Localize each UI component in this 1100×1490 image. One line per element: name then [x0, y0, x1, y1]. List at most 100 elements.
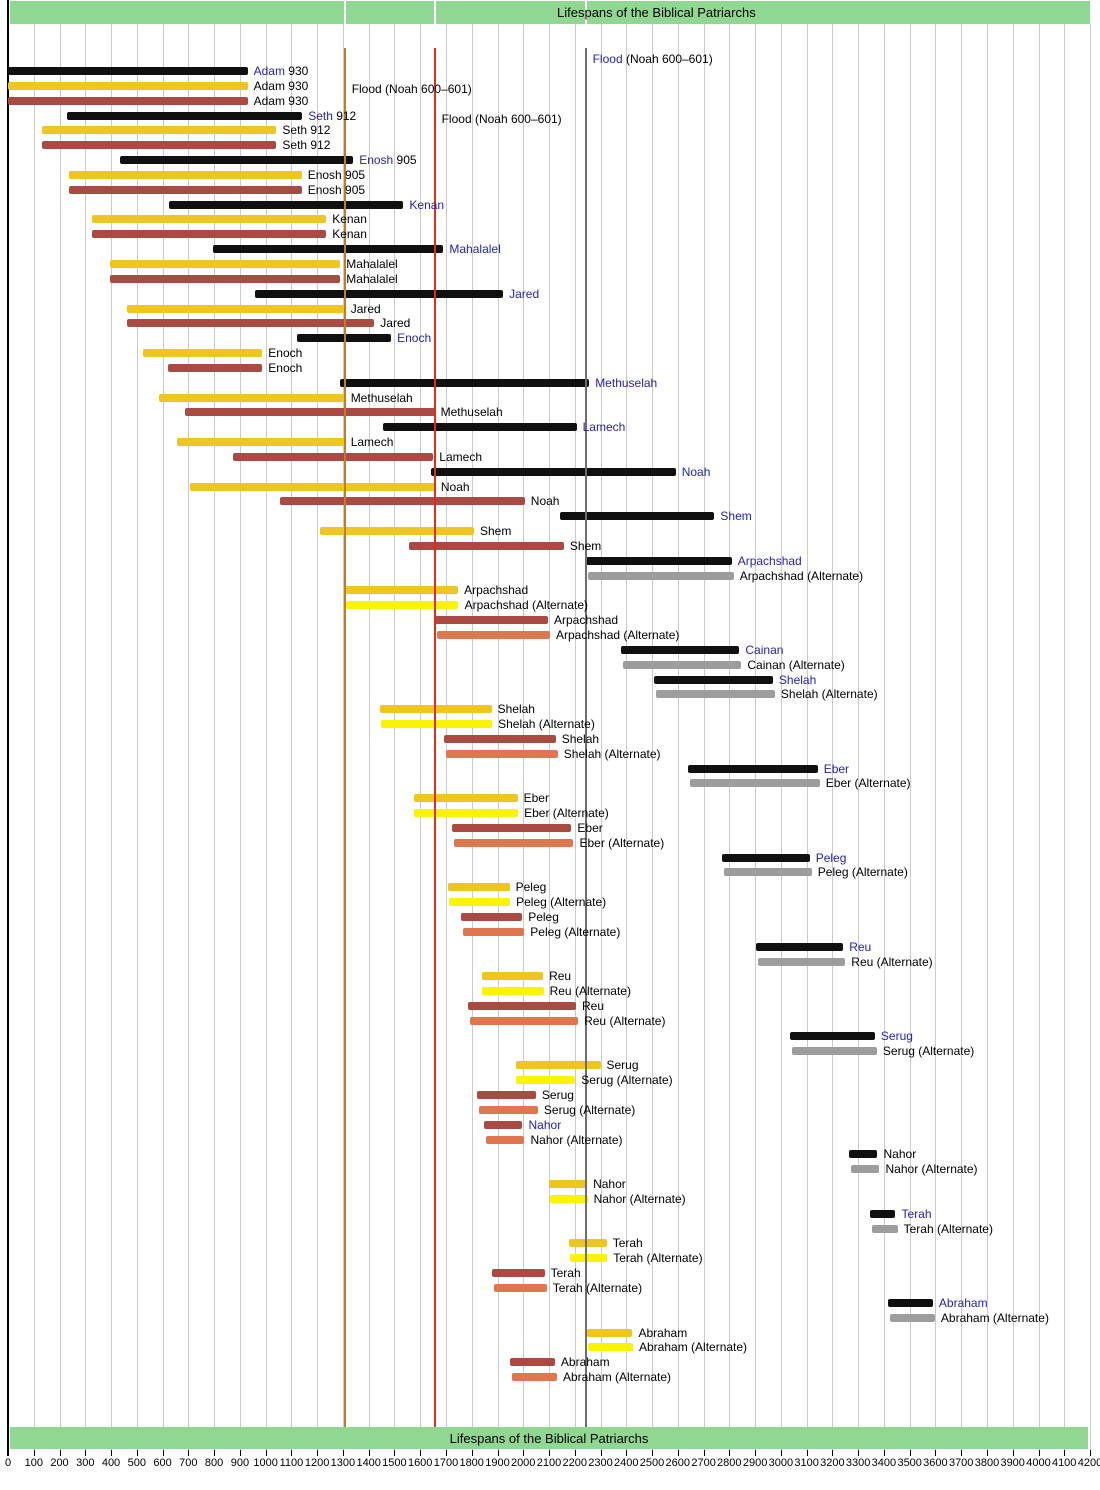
- bar-label: Nahor (Alternate): [530, 1132, 623, 1147]
- gridline: [111, 24, 112, 1450]
- axis-tick: [832, 1450, 834, 1456]
- axis-tick-label: 2400: [614, 1457, 639, 1469]
- patriarch-link[interactable]: Cainan: [745, 642, 784, 657]
- bar-label: Mahalalel: [449, 242, 500, 256]
- bar-label: Mahalalel: [346, 271, 398, 286]
- axis-tick: [111, 1450, 112, 1456]
- gridline: [600, 24, 602, 1450]
- axis-tick: [600, 1450, 602, 1456]
- patriarch-link[interactable]: Enoch: [397, 331, 432, 346]
- patriarch-link[interactable]: Nahor: [528, 1117, 562, 1132]
- patriarch-link[interactable]: Eber: [823, 761, 850, 776]
- axis-tick-label: 2700: [691, 1457, 716, 1469]
- axis-tick-label: 4200: [1077, 1457, 1100, 1469]
- patriarch-link[interactable]: Methuselah: [595, 375, 658, 390]
- gridline: [935, 24, 937, 1450]
- lifespan-bar: [486, 1135, 525, 1144]
- axis-tick: [677, 1450, 679, 1456]
- bar-label: Enoch: [268, 360, 303, 375]
- patriarch-link[interactable]: Mahalalel: [449, 242, 501, 257]
- flood-line: [584, 48, 587, 1427]
- bar-label: Eber (Alternate): [524, 806, 609, 820]
- gridline: [806, 24, 808, 1450]
- bar-label: Enoch: [397, 331, 431, 345]
- patriarch-link[interactable]: Terah: [901, 1206, 932, 1221]
- axis-tick: [961, 1450, 963, 1456]
- axis-tick-label: 900: [230, 1457, 250, 1469]
- flood-annotation: Flood (Noah 600–601): [592, 52, 713, 66]
- bar-label: Eber (Alternate): [825, 776, 911, 791]
- bar-label: Arpachshad: [464, 583, 529, 598]
- patriarch-link[interactable]: Flood: [592, 52, 623, 66]
- axis-tick-label: 700: [179, 1457, 198, 1469]
- gridline: [703, 24, 705, 1450]
- bar-label: Peleg: [528, 909, 559, 924]
- axis-tick: [806, 1450, 808, 1456]
- gridline: [652, 24, 653, 1450]
- chart-title-bottom: Lifespans of the Biblical Patriarchs: [449, 1430, 649, 1446]
- lifespan-bar: [478, 1105, 538, 1114]
- bar-label: Seth 912: [282, 138, 331, 153]
- lifespan-bar: [511, 1373, 557, 1381]
- axis-tick-label: 1200: [304, 1457, 330, 1469]
- axis-tick: [394, 1450, 396, 1456]
- patriarch-link[interactable]: Noah: [681, 464, 711, 479]
- patriarch-link[interactable]: Abraham: [938, 1295, 988, 1310]
- lifespan-bar: [413, 794, 518, 803]
- axis-tick-label: 200: [50, 1457, 69, 1469]
- bar-label: Arpachshad (Alternate): [556, 628, 680, 642]
- patriarch-link[interactable]: Enosh: [359, 153, 394, 167]
- patriarch-link[interactable]: Reu: [849, 939, 872, 954]
- lifespan-bar: [755, 942, 844, 951]
- patriarch-link[interactable]: Shem: [720, 509, 752, 524]
- lifespan-bar: [851, 1165, 880, 1174]
- axis-tick-label: 3000: [768, 1457, 794, 1469]
- axis-tick: [626, 1450, 628, 1456]
- patriarch-link[interactable]: Arpachshad: [737, 553, 802, 568]
- axis-tick: [446, 1450, 447, 1456]
- patriarch-link[interactable]: Seth: [308, 108, 333, 123]
- patriarch-link[interactable]: Kenan: [409, 197, 445, 212]
- plot-left-border: [7, 0, 9, 1456]
- lifespan-bar: [549, 1180, 588, 1189]
- gridline: [33, 24, 35, 1450]
- axis-tick: [420, 1450, 422, 1456]
- lifespan-bar: [431, 467, 676, 476]
- axis-tick-label: 1600: [407, 1457, 433, 1469]
- patriarch-link[interactable]: Adam: [253, 64, 285, 78]
- lifespan-bar: [8, 96, 248, 105]
- patriarch-link[interactable]: Peleg: [815, 850, 847, 865]
- lifespan-bar: [516, 1076, 576, 1085]
- lifespan-bar: [345, 586, 458, 595]
- bar-label: Shem: [720, 509, 751, 523]
- lifespan-bar: [869, 1209, 896, 1218]
- bar-label: Reu: [582, 999, 605, 1013]
- gridline: [780, 24, 782, 1450]
- axis-tick-label: 600: [153, 1457, 172, 1469]
- lifespan-bar: [8, 81, 248, 90]
- patriarch-link[interactable]: Shelah: [778, 672, 817, 687]
- axis-tick: [909, 1450, 911, 1456]
- bar-label: Shem: [480, 524, 512, 539]
- axis-tick: [780, 1450, 782, 1456]
- bar-label: Serug: [881, 1029, 913, 1043]
- lifespan-bar: [190, 482, 435, 491]
- gridline: [987, 24, 988, 1450]
- axis-tick: [523, 1450, 525, 1456]
- bar-label: Enosh 905: [307, 182, 366, 197]
- bar-label: Lamech: [439, 449, 482, 464]
- bar-label: Terah (Alternate): [613, 1251, 703, 1266]
- lifespan-bar: [345, 601, 459, 610]
- patriarch-link[interactable]: Serug: [880, 1028, 913, 1043]
- gridline: [574, 24, 576, 1450]
- axis-tick: [85, 1450, 87, 1456]
- bar-label: Shelah (Alternate): [563, 746, 661, 761]
- bar-label: Abraham: [560, 1355, 610, 1370]
- lifespan-bar: [91, 215, 327, 224]
- lifespan-bar: [515, 1061, 601, 1070]
- gridline: [214, 24, 216, 1450]
- patriarch-link[interactable]: Jared: [509, 286, 540, 301]
- lifespan-bar: [493, 1284, 547, 1292]
- patriarch-link[interactable]: Lamech: [582, 420, 626, 435]
- bar-label: Eber: [577, 820, 603, 835]
